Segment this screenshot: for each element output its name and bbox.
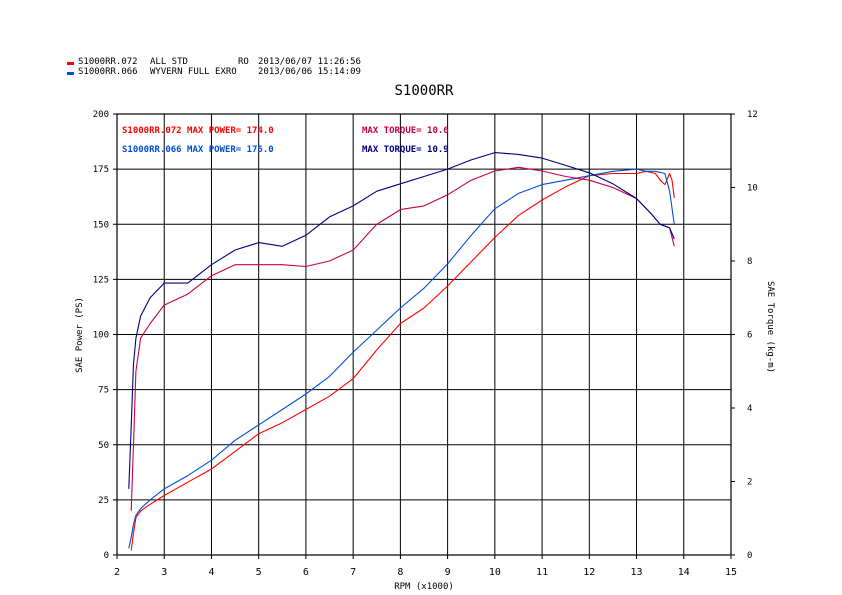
- y-tick-label: 25: [98, 496, 109, 506]
- x-tick-label: 5: [256, 567, 262, 578]
- legend-timestamp-run-1: 2013/06/07 11:26:56: [258, 57, 361, 67]
- legend-description-run-2: WYVERN FULL EXRO: [150, 67, 237, 77]
- legend-extra-run-1: RO: [238, 57, 249, 67]
- x-tick-label: 9: [445, 567, 451, 578]
- y2-tick-label: 6: [747, 331, 752, 341]
- legend-swatch-run-2: [67, 72, 74, 75]
- grid: [117, 114, 731, 555]
- series-line-s1000rr-066-torque: [128, 152, 675, 489]
- x-tick-label: 11: [536, 567, 548, 578]
- axis-ticks: 2 3 4 5 6 7 8 9 10 11 12 13 14 1502550751001251501752…: [93, 110, 758, 578]
- chart-title: S1000RR: [394, 83, 454, 99]
- y-tick-label: 50: [98, 441, 109, 451]
- x-axis-label: RPM (x1000): [394, 582, 454, 592]
- y-tick-label: 175: [93, 165, 109, 175]
- y-tick-label: 125: [93, 275, 109, 285]
- legend-file-run-2: S1000RR.066: [78, 67, 138, 77]
- x-tick-label: 7: [350, 567, 356, 578]
- y2-tick-label: 4: [747, 404, 752, 414]
- series-line-s1000rr-066-power: [128, 168, 675, 549]
- series-line-s1000rr-072-power: [130, 170, 675, 551]
- y2-tick-label: 2: [747, 478, 752, 488]
- annotations: S1000RR.072 MAX POWER= 174.0 MAX TORQUE= …: [122, 126, 449, 155]
- legend-description-run-1: ALL STD: [150, 57, 188, 67]
- y-tick-label: 75: [98, 386, 109, 396]
- x-tick-label: 8: [397, 567, 403, 578]
- x-tick-label: 15: [725, 567, 737, 578]
- annotation-1: S1000RR.072 MAX POWER= 174.0: [122, 126, 274, 136]
- y2-axis-label: SAE Torque (kg-m): [765, 281, 775, 373]
- x-tick-label: 12: [583, 567, 595, 578]
- x-tick-label: 6: [303, 567, 309, 578]
- y2-tick-label: 12: [747, 110, 758, 120]
- y-tick-label: 0: [104, 551, 109, 561]
- y2-tick-label: 8: [747, 257, 752, 267]
- legend-file-run-1: S1000RR.072: [78, 57, 138, 67]
- x-tick-label: 2: [114, 567, 120, 578]
- y2-tick-label: 10: [747, 184, 758, 194]
- series-line-s1000rr-072-torque: [130, 166, 675, 511]
- annotation-4: MAX TORQUE= 10.9: [362, 145, 449, 155]
- annotation-3: S1000RR.066 MAX POWER= 175.0: [122, 145, 274, 155]
- legend-swatch-run-1: [67, 62, 74, 65]
- y2-tick-label: 0: [747, 551, 752, 561]
- legend-timestamp-run-2: 2013/06/06 15:14:09: [258, 67, 361, 77]
- x-tick-label: 4: [208, 567, 214, 578]
- y-tick-label: 200: [93, 110, 109, 120]
- x-tick-label: 14: [678, 567, 690, 578]
- x-tick-label: 10: [489, 567, 501, 578]
- y-axis-label: SAE Power (PS): [75, 297, 85, 373]
- annotation-2: MAX TORQUE= 10.6: [362, 126, 449, 136]
- x-tick-label: 3: [161, 567, 167, 578]
- y-tick-label: 150: [93, 220, 109, 230]
- x-tick-label: 13: [631, 567, 643, 578]
- y-tick-label: 100: [93, 331, 109, 341]
- series-lines: [128, 152, 675, 551]
